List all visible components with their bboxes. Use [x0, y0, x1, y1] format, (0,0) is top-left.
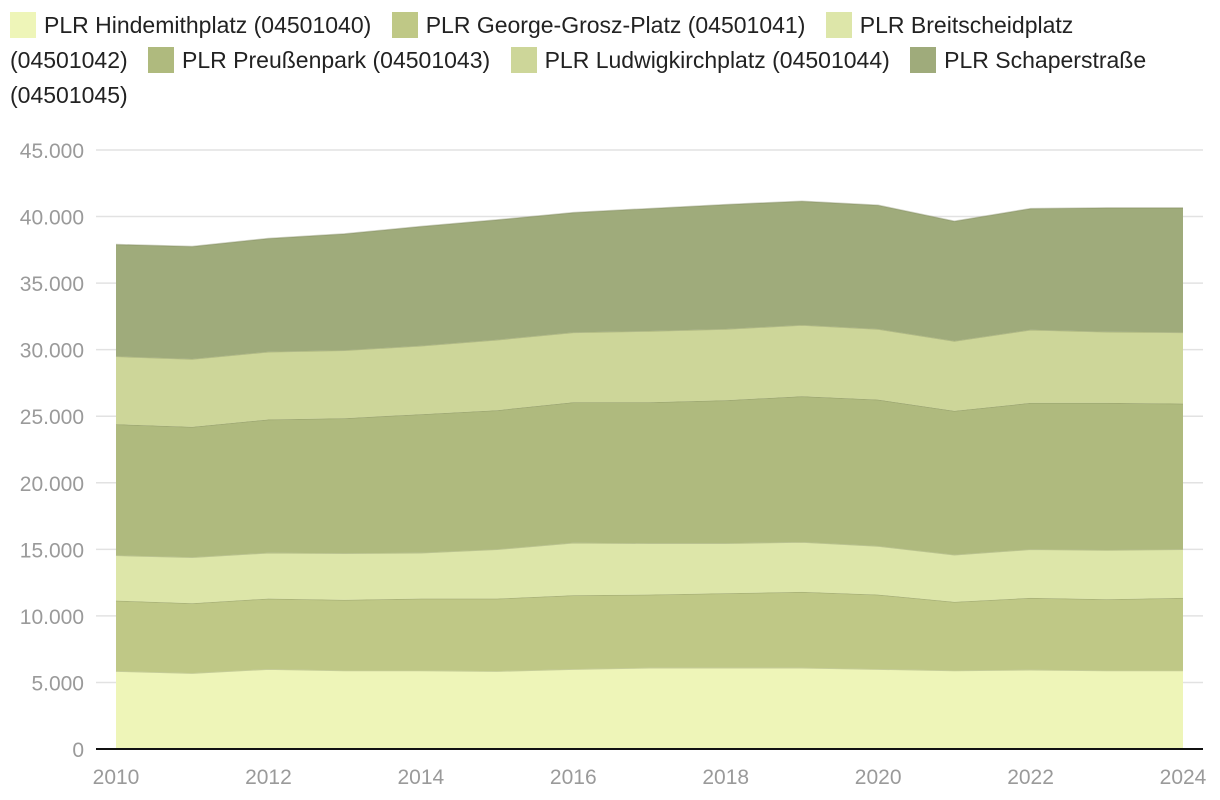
chart-legend: PLR Hindemithplatz (04501040) PLR George…	[10, 8, 1210, 113]
series-area	[116, 325, 1183, 427]
y-tick-label: 25.000	[20, 406, 84, 429]
legend-item: PLR Breitscheidplatz (04501042)	[10, 12, 1073, 73]
axis-tick-labels: 0 5.000 10.000 15.000 20.000 25.000 30.000 35.0…	[20, 140, 1207, 789]
legend-item: PLR Ludwigkirchplatz (04501044)	[510, 47, 890, 73]
series-areas	[115, 200, 1184, 749]
x-tick-label: 2020	[855, 766, 902, 789]
y-tick-label: 20.000	[20, 473, 84, 496]
x-tick-label: 2010	[93, 766, 140, 789]
legend-swatch	[825, 12, 852, 38]
series-area	[116, 396, 1183, 558]
legend-swatch	[510, 47, 537, 73]
legend-item: PLR Preußenpark (04501043)	[148, 47, 490, 73]
y-tick-label: 15.000	[20, 539, 84, 562]
legend-item: PLR George-Grosz-Platz (04501041)	[391, 12, 806, 38]
legend-label: PLR George-Grosz-Platz (04501041)	[425, 12, 806, 38]
series-area	[116, 201, 1183, 359]
series-area	[116, 667, 1183, 749]
legend-swatch	[148, 47, 175, 73]
y-tick-label: 40.000	[20, 207, 84, 230]
y-tick-label: 5.000	[31, 672, 84, 695]
x-tick-label: 2018	[702, 766, 749, 789]
legend-item: PLR Schaperstraße (04501045)	[10, 47, 1146, 108]
x-tick-label: 2016	[550, 766, 597, 789]
y-tick-label: 10.000	[20, 606, 84, 629]
x-tick-label: 2022	[1007, 766, 1054, 789]
legend-swatch	[391, 12, 418, 38]
legend-label: PLR Ludwigkirchplatz (04501044)	[544, 47, 890, 73]
legend-label: PLR Preußenpark (04501043)	[182, 47, 491, 73]
y-tick-label: 0	[72, 739, 84, 762]
x-tick-label: 2012	[245, 766, 292, 789]
legend-label: PLR Breitscheidplatz (04501042)	[10, 12, 1074, 73]
series-boundary-line	[115, 200, 1183, 248]
y-tick-label: 30.000	[20, 340, 84, 363]
y-tick-label: 35.000	[20, 273, 84, 296]
legend-swatch	[910, 47, 937, 73]
series-area	[116, 542, 1183, 604]
x-tick-label: 2014	[397, 766, 444, 789]
legend-item: PLR Hindemithplatz (04501040)	[10, 12, 371, 38]
series-area	[116, 591, 1183, 674]
legend-label: PLR Hindemithplatz (04501040)	[44, 12, 372, 38]
y-tick-label: 45.000	[20, 140, 84, 163]
legend-swatch	[10, 12, 36, 38]
x-tick-label: 2024	[1160, 766, 1207, 789]
legend-label: PLR Schaperstraße (04501045)	[10, 47, 1147, 108]
